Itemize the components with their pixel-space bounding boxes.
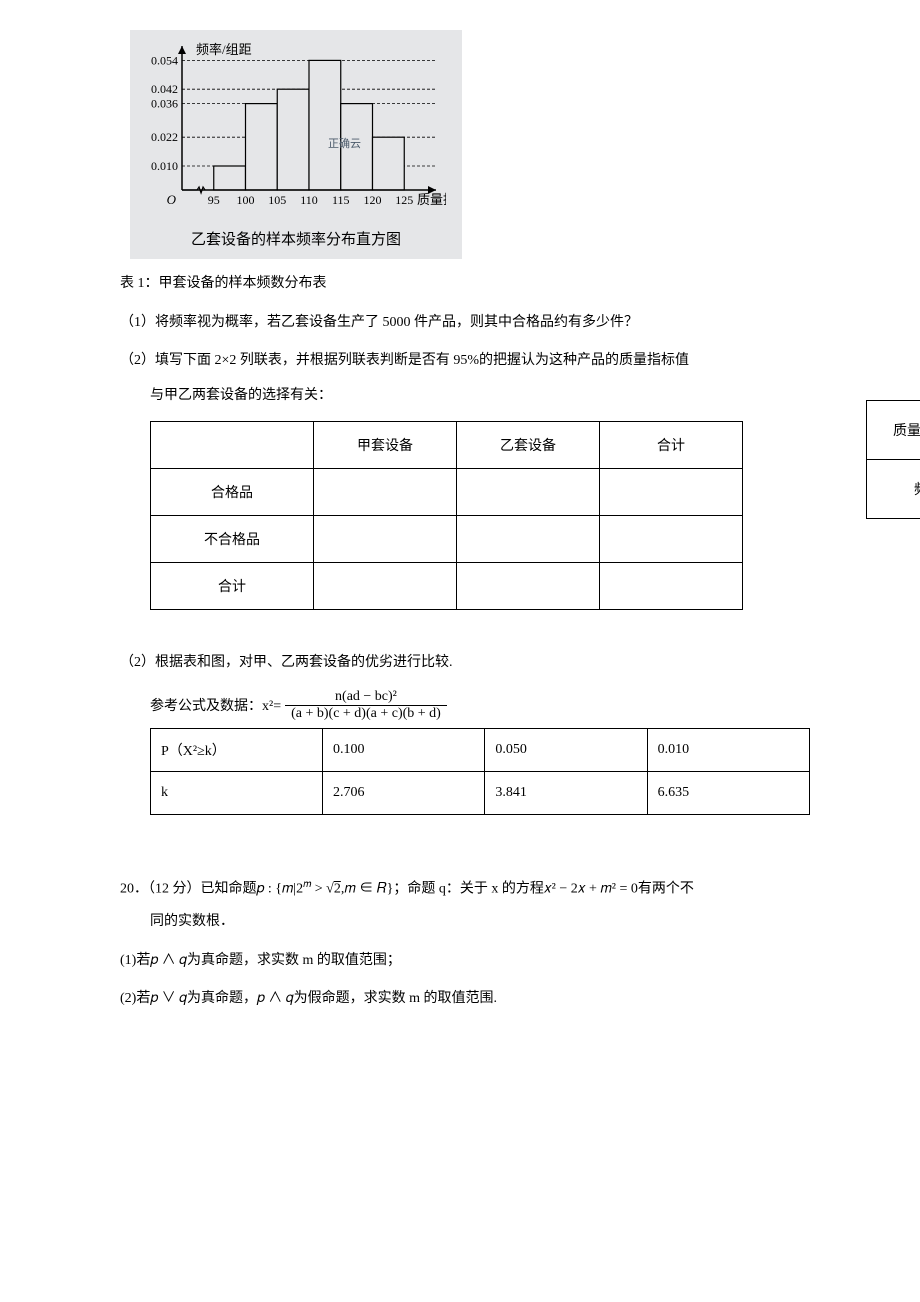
svg-text:正确云: 正确云	[328, 137, 361, 150]
table1-label: 表 1：甲套设备的样本频数分布表	[120, 271, 800, 298]
side-cut-table: 质量指标值 频数	[866, 400, 920, 519]
table-row: 合计	[151, 563, 743, 610]
q20-part1: (1)若𝑝 ∧ 𝑞为真命题，求实数 m 的取值范围；	[120, 948, 800, 975]
chi-cell: 0.010	[647, 728, 809, 771]
q20-part2: (2)若𝑝 ∨ 𝑞为真命题，𝑝 ∧ 𝑞为假命题，求实数 m 的取值范围.	[120, 986, 800, 1013]
svg-text:O: O	[167, 192, 177, 207]
svg-text:105: 105	[268, 193, 286, 207]
ct-header-total: 合计	[600, 422, 743, 469]
question-1: （1）将频率视为概率，若乙套设备生产了 5000 件产品，则其中合格品约有多少件…	[120, 310, 800, 337]
svg-text:100: 100	[237, 193, 255, 207]
table-row: 合格品	[151, 469, 743, 516]
q20-sqrt: 2	[334, 882, 341, 897]
svg-text:125: 125	[395, 193, 413, 207]
svg-text:质量指标数: 质量指标数	[417, 192, 446, 207]
chi-square-table: P（X²≥k） 0.100 0.050 0.010 k 2.706 3.841 …	[150, 728, 810, 815]
ct-row-label: 合计	[151, 563, 314, 610]
table-row: k 2.706 3.841 6.635	[151, 771, 810, 814]
q20-stem-line1: 20．（12 分）已知命题𝑝 : {𝑚|2𝑚 > √2,𝑚 ∈ 𝑅}；命题 q：…	[120, 875, 800, 903]
svg-text:110: 110	[300, 193, 318, 207]
chi-cell: P（X²≥k）	[151, 728, 323, 771]
ct-header-jia: 甲套设备	[314, 422, 457, 469]
chi-cell: k	[151, 771, 323, 814]
q20-stem-line2: 同的实数根．	[150, 909, 800, 936]
histogram-panel: 0.010 0.022 0.0360.042 0.054 95 100 105 110 115 1…	[130, 30, 462, 259]
chi-cell: 6.635	[647, 771, 809, 814]
chi-cell: 0.100	[323, 728, 485, 771]
question-2-compare: （2）根据表和图，对甲、乙两套设备的优劣进行比较.	[120, 650, 800, 677]
svg-text:0.010: 0.010	[151, 159, 178, 173]
ct-cell	[457, 563, 600, 610]
ct-header-yi: 乙套设备	[457, 422, 600, 469]
svg-text:95: 95	[208, 193, 220, 207]
side-r1: 质量指标值	[867, 401, 920, 460]
chi-cell: 2.706	[323, 771, 485, 814]
ct-row-label: 合格品	[151, 469, 314, 516]
chi-cell: 0.050	[485, 728, 647, 771]
svg-text:0.054: 0.054	[151, 53, 178, 67]
q20-text: 20．（12 分）已知命题𝑝 : {𝑚|2	[120, 882, 303, 897]
ct-cell	[314, 563, 457, 610]
formula-denominator: (a + b)(c + d)(a + c)(b + d)	[285, 706, 447, 722]
ct-cell	[457, 469, 600, 516]
formula-numerator: n(ad − bc)²	[285, 689, 447, 706]
question-2-line1: （2）填写下面 2×2 列联表，并根据列联表判断是否有 95%的把握认为这种产品…	[120, 348, 800, 375]
formula-prefix: 参考公式及数据：x²=	[150, 695, 281, 715]
ct-cell	[600, 563, 743, 610]
ct-cell	[314, 469, 457, 516]
table-row: 不合格品	[151, 516, 743, 563]
svg-text:频率/组距: 频率/组距	[196, 42, 252, 57]
ct-cell	[600, 516, 743, 563]
q20-text: >	[311, 882, 326, 897]
svg-text:0.022: 0.022	[151, 130, 178, 144]
ct-row-label: 不合格品	[151, 516, 314, 563]
histogram-svg: 0.010 0.022 0.0360.042 0.054 95 100 105 110 115 1…	[136, 36, 446, 226]
histogram-caption: 乙套设备的样本频率分布直方图	[136, 228, 456, 249]
q20-text: ,𝑚 ∈ 𝑅}；命题 q：关于 x 的方程𝑥² − 2𝑥 + 𝑚² = 0有两个…	[341, 882, 694, 897]
question-20: 20．（12 分）已知命题𝑝 : {𝑚|2𝑚 > √2,𝑚 ∈ 𝑅}；命题 q：…	[120, 875, 800, 1013]
question-2-line2: 与甲乙两套设备的选择有关：	[150, 383, 800, 410]
contingency-table: 甲套设备 乙套设备 合计 合格品 不合格品 合计	[150, 421, 743, 610]
ct-cell	[314, 516, 457, 563]
table-row: P（X²≥k） 0.100 0.050 0.010	[151, 728, 810, 771]
chi-square-formula: 参考公式及数据：x²= n(ad − bc)² (a + b)(c + d)(a…	[150, 689, 800, 722]
ct-header-blank	[151, 422, 314, 469]
formula-fraction: n(ad − bc)² (a + b)(c + d)(a + c)(b + d)	[285, 689, 447, 722]
svg-text:115: 115	[332, 193, 350, 207]
svg-text:0.036: 0.036	[151, 97, 178, 111]
chi-cell: 3.841	[485, 771, 647, 814]
ct-cell	[600, 469, 743, 516]
side-r2: 频数	[867, 460, 920, 519]
ct-cell	[457, 516, 600, 563]
table-row: 甲套设备 乙套设备 合计	[151, 422, 743, 469]
svg-text:120: 120	[364, 193, 382, 207]
svg-text:0.042: 0.042	[151, 82, 178, 96]
